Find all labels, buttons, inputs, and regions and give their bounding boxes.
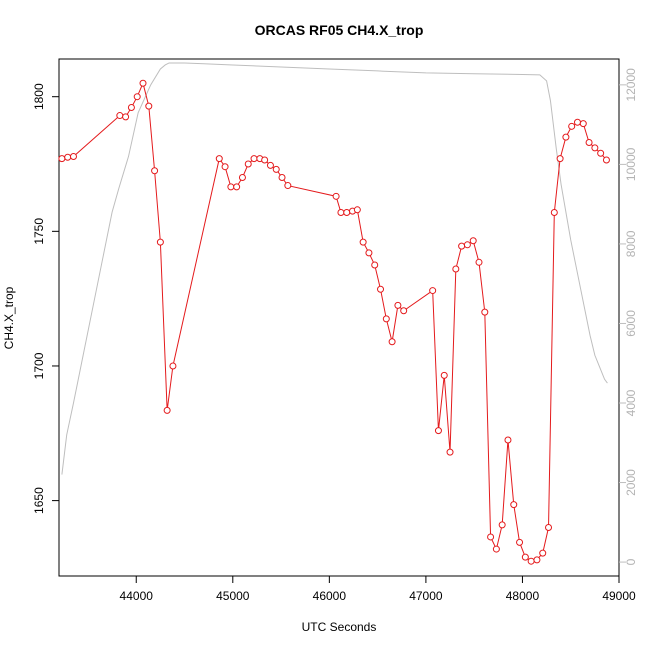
ch4-data-point	[504, 436, 512, 444]
y2-tick-label: 12000	[624, 68, 638, 102]
ch4-data-point	[458, 242, 466, 250]
ch4-data-point	[343, 208, 351, 216]
altitude-line-layer	[61, 62, 608, 475]
y-tick-label: 1650	[32, 487, 46, 514]
x-tick-label: 47000	[409, 589, 443, 603]
y-tick-label: 1750	[32, 218, 46, 245]
ch4-data-point	[573, 118, 581, 126]
x-tick-label: 45000	[216, 589, 250, 603]
ch4-data-point	[272, 165, 280, 173]
altitude-line	[61, 62, 608, 475]
ch4-data-point	[238, 173, 246, 181]
ch4-data-point	[233, 183, 241, 191]
ch4-data-point	[156, 238, 164, 246]
y2-tick-label: 4000	[624, 389, 638, 416]
ch4-data-point	[550, 208, 558, 216]
ch4-series-layer	[58, 79, 610, 565]
y2-tick-label: 6000	[624, 310, 638, 337]
ch4-data-point	[332, 192, 340, 200]
ch4-data-point	[469, 237, 477, 245]
ch4-data-point	[487, 533, 495, 541]
ch4-data-point	[602, 156, 610, 164]
ch4-data-point	[579, 120, 587, 128]
x-tick-label: 48000	[506, 589, 540, 603]
ch4-data-point	[527, 557, 535, 565]
ch4-data-point	[377, 285, 385, 293]
x-tick-label: 49000	[602, 589, 636, 603]
ch4-data-point	[278, 173, 286, 181]
ch4-data-point	[597, 149, 605, 157]
ch4-data-point	[284, 182, 292, 190]
ch4-data-point	[382, 315, 390, 323]
ch4-data-point	[388, 338, 396, 346]
x-tick-label: 44000	[120, 589, 154, 603]
x-axis: 44000 45000 46000 47000 48000 49000	[120, 576, 636, 603]
ch4-data-point	[58, 155, 66, 163]
ch4-data-point	[261, 156, 269, 164]
ch4-data-point	[568, 122, 576, 130]
ch4-data-point	[151, 167, 159, 175]
ch4-data-point	[250, 155, 258, 163]
ch4-data-point	[516, 538, 524, 546]
ch4-data-point	[371, 261, 379, 269]
ch4-data-point	[145, 102, 153, 110]
ch4-data-point	[556, 155, 564, 163]
y2-tick-label: 8000	[624, 230, 638, 257]
ch4-data-point	[353, 206, 361, 214]
ch4-data-point	[244, 160, 252, 168]
y-axis: 1650 1700 1750 1800	[32, 83, 59, 514]
x-tick-label: 46000	[313, 589, 347, 603]
ch4-data-point	[498, 521, 506, 529]
ch4-data-point	[116, 112, 124, 120]
ch4-data-point	[122, 113, 130, 121]
ch4-data-point	[400, 307, 408, 315]
ch4-data-point	[394, 301, 402, 309]
ch4-data-point	[429, 287, 437, 295]
ch4-data-point	[69, 152, 77, 160]
y2-tick-label: 0	[624, 558, 638, 565]
ch4-data-point	[463, 241, 471, 249]
ch4-data-point	[227, 183, 235, 191]
ch4-data-point	[434, 427, 442, 435]
y2-tick-label: 10000	[624, 147, 638, 181]
ch4-data-point	[169, 362, 177, 370]
ch4-data-point	[481, 308, 489, 316]
ch4-series-line	[61, 81, 607, 562]
ch4-data-point	[163, 406, 171, 414]
ch4-data-point	[539, 549, 547, 557]
ch4-data-point	[64, 153, 72, 161]
ch4-data-point	[475, 258, 483, 266]
ch4-data-point	[545, 524, 553, 532]
ch4-data-point	[591, 144, 599, 152]
ch4-data-point	[446, 448, 454, 456]
ch4-data-point	[337, 208, 345, 216]
y-tick-label: 1700	[32, 352, 46, 379]
ch4-data-point	[127, 103, 135, 111]
x-axis-label: UTC Seconds	[302, 620, 377, 634]
ch4-data-point	[510, 501, 518, 509]
ch4-data-point	[215, 155, 223, 163]
y2-tick-label: 2000	[624, 469, 638, 496]
ch4-data-point	[440, 371, 448, 379]
ch4-data-point	[139, 79, 147, 87]
y-axis-label: CH4.X_trop	[2, 286, 16, 349]
ch4-data-point	[533, 556, 541, 564]
ch4-data-point	[492, 545, 500, 553]
ch4-data-point	[365, 249, 373, 257]
chart-title: ORCAS RF05 CH4.X_trop	[255, 22, 424, 38]
y2-axis: 0 2000 4000 6000 8000 10000 12000	[619, 68, 638, 565]
ch4-data-point	[359, 238, 367, 246]
y-tick-label: 1800	[32, 83, 46, 110]
ch4-data-point	[585, 138, 593, 146]
plot-frame	[58, 58, 620, 577]
ch4-data-point	[521, 553, 529, 561]
ch4-data-point	[133, 93, 141, 101]
ch4-data-point	[562, 133, 570, 141]
ch4-data-point	[221, 163, 229, 171]
ch4-data-point	[452, 265, 460, 273]
ch4-data-point	[266, 161, 274, 169]
